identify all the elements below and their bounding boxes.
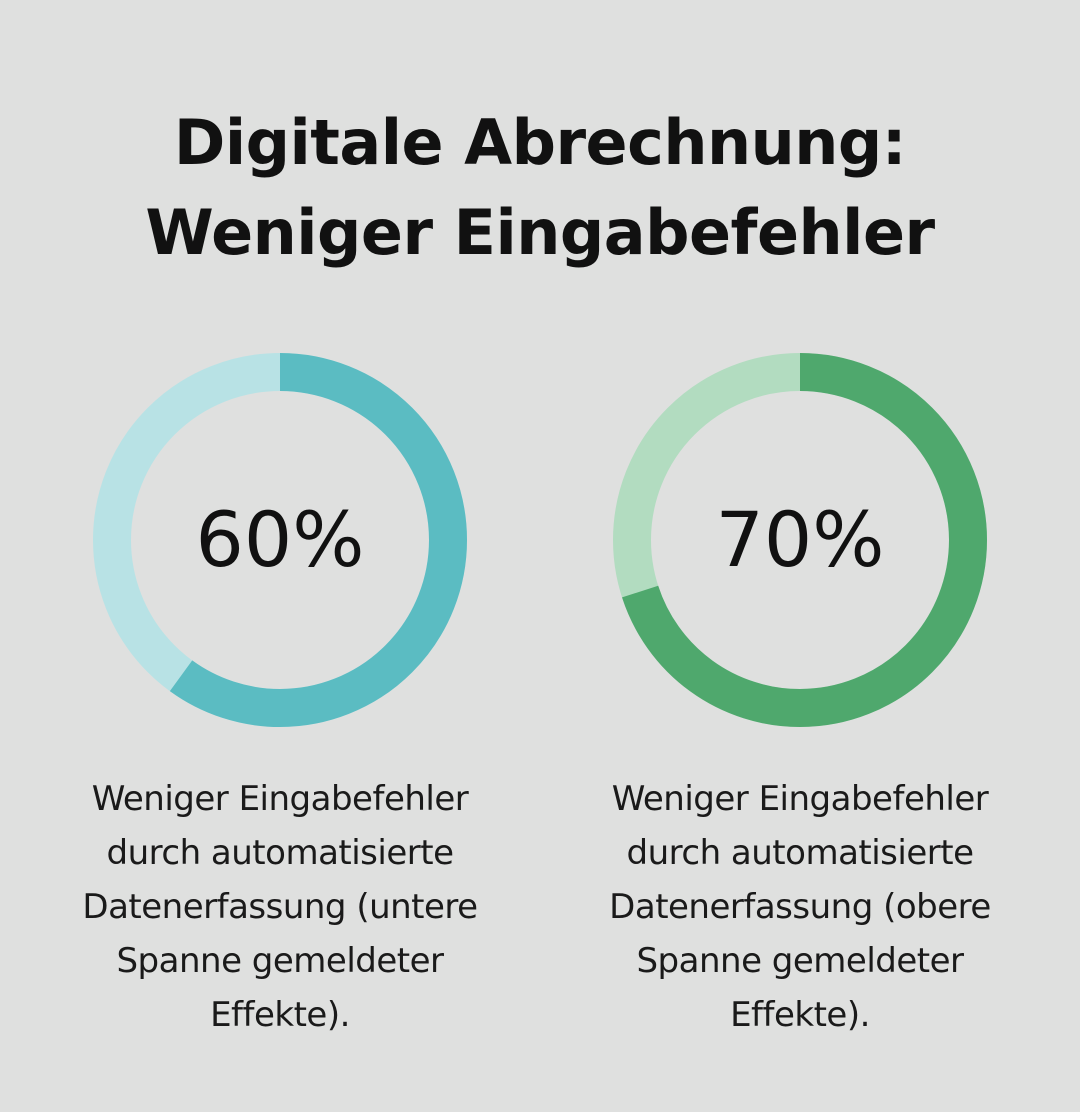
donut-value-upper: 70% <box>715 495 885 584</box>
title-line-2: Weniger Eingabefehler <box>145 196 935 269</box>
caption-upper: Weniger Eingabefehler durch automatisier… <box>609 779 991 1035</box>
donut-svg-lower <box>93 353 467 727</box>
donut-arc-lower <box>93 353 467 727</box>
donut-arc-upper <box>613 353 987 727</box>
title-line-1: Digitale Abrechnung: <box>173 106 907 179</box>
page-title: Digitale Abrechnung: Weniger Eingabefehl… <box>0 98 1080 278</box>
caption-lower: Weniger Eingabefehler durch automatisier… <box>82 779 478 1035</box>
donut-value-lower: 60% <box>195 495 365 584</box>
donut-svg-upper <box>613 353 987 727</box>
